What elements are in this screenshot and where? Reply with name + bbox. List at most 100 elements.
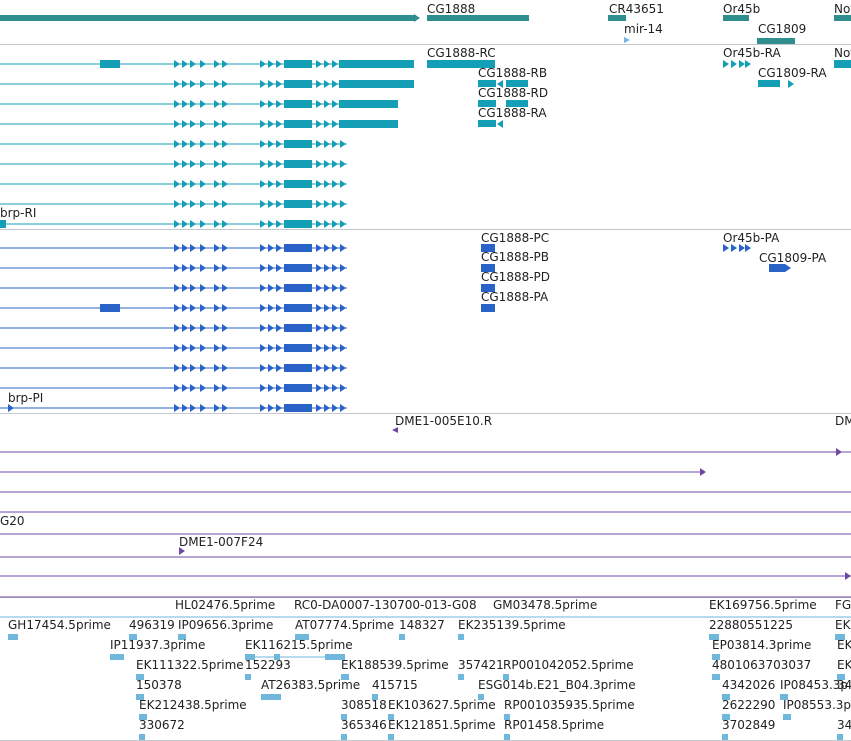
bac-label[interactable]: DM [835,414,851,428]
est-label[interactable]: EK103627.5prime [388,698,496,712]
cds-track: CG1888-PC CG1888-PB CG1888-PD CG1888-PA … [0,230,851,413]
strand-arrow [222,384,228,392]
transcript-label[interactable]: brp-RI [0,206,37,220]
est-label[interactable]: IP08453.3p [780,678,849,692]
est-label[interactable]: HL02476.5prime [175,598,276,612]
bac-label[interactable]: G20 [0,514,25,528]
est-label[interactable]: EK111322.5prime [136,658,244,672]
est-label[interactable]: 415715 [372,678,418,692]
strand-arrow [332,60,338,68]
est-label[interactable]: EK121851.5prime [388,718,496,732]
cds-label[interactable]: Or45b-PA [723,231,780,245]
strand-arrow [174,364,180,372]
est-label[interactable]: IP11937.3prime [110,638,206,652]
gene-label[interactable]: CG1809 [758,22,807,36]
est-label[interactable]: 22880551225 [709,618,793,632]
strand-arrow [316,100,322,108]
strand-arrow [268,304,274,312]
est-label[interactable]: GM03478.5prime [493,598,598,612]
est-label[interactable]: RP01458.5prime [504,718,605,732]
strand-arrow [214,220,220,228]
est-label[interactable]: 3702849 [722,718,776,732]
transcript-label[interactable]: Not [834,46,851,60]
gene-label[interactable]: mir-14 [624,22,663,36]
est-feature [388,734,394,740]
est-label[interactable]: EK [835,618,851,632]
strand-arrow [316,344,322,352]
gene-label[interactable]: CR43651 [609,2,664,16]
est-label[interactable]: RP001035935.5prime [504,698,635,712]
cds-exon [481,284,495,292]
strand-arrow [182,244,188,252]
strand-arrow [739,244,745,252]
transcript-exon [284,200,312,208]
est-label[interactable]: 365346 [341,718,387,732]
est-label[interactable]: EK188539.5prime [341,658,449,672]
est-label[interactable]: 152293 [245,658,291,672]
strand-arrow [731,60,737,68]
strand-arrow [260,120,266,128]
est-label[interactable]: 496319 [129,618,175,632]
transcript-label[interactable]: CG1888-RD [478,86,549,100]
transcript-label[interactable]: CG1888-RC [427,46,496,60]
strand-arrow [332,200,338,208]
est-label[interactable]: RP001042052.5prime [503,658,634,672]
est-label[interactable]: RC0-DA0007-130700-013-G08 [294,598,477,612]
est-feature [503,674,509,680]
strand-arrow [340,364,346,372]
est-label[interactable]: AT07774.5prime [295,618,395,632]
est-label[interactable]: 34 [837,678,851,692]
strand-arrow [276,244,282,252]
cds-exon [481,244,495,252]
est-label[interactable]: 4342026 [722,678,776,692]
cds-label[interactable]: brp-PI [8,391,44,405]
transcript-exon [339,80,414,88]
est-label[interactable]: EK [837,638,851,652]
transcript-label[interactable]: CG1888-RA [478,106,547,120]
est-label[interactable]: EK116215.5prime [245,638,353,652]
est-feature [341,714,347,720]
strand-arrow [340,344,346,352]
est-label[interactable]: 308518 [341,698,387,712]
gene-label[interactable]: Not [834,2,851,16]
est-feature [372,694,378,700]
est-feature [504,714,510,720]
strand-arrow [332,244,338,252]
est-label[interactable]: 357421 [458,658,504,672]
bac-label[interactable]: DME1-007F24 [179,535,264,549]
est-label[interactable]: FG [835,598,851,612]
est-label[interactable]: EK169756.5prime [709,598,817,612]
strand-arrow [260,180,266,188]
cds-label[interactable]: CG1888-PC [481,231,550,245]
cds-label[interactable]: CG1888-PD [481,270,551,284]
est-label[interactable]: EK235139.5prime [458,618,566,632]
est-label[interactable]: 4801063703037 [712,658,812,672]
est-label[interactable]: 148327 [399,618,445,632]
est-label[interactable]: 34 [837,718,851,732]
transcript-label[interactable]: CG1809-RA [758,66,827,80]
cds-label[interactable]: CG1888-PB [481,250,550,264]
est-label[interactable]: IP08553.3p [783,698,851,712]
strand-arrow [190,364,196,372]
transcript-exon [758,80,780,87]
est-label[interactable]: EK212438.5prime [139,698,247,712]
est-label[interactable]: 2622290 [722,698,776,712]
est-label[interactable]: 150378 [136,678,182,692]
est-label[interactable]: AT26383.5prime [261,678,361,692]
cds-label[interactable]: CG1888-PA [481,290,549,304]
bac-track: DME1-005E10.R DM G20 DME1-007F24 [0,414,851,597]
est-label[interactable]: EP03814.3prime [712,638,812,652]
transcript-exon [284,140,312,148]
gene-label[interactable]: Or45b [723,2,761,16]
est-label[interactable]: EK [837,658,851,672]
bac-label[interactable]: DME1-005E10.R [395,414,493,428]
gene-label[interactable]: CG1888 [427,2,476,16]
cds-label[interactable]: CG1809-PA [759,251,827,265]
transcript-label[interactable]: CG1888-RB [478,66,548,80]
transcript-label[interactable]: Or45b-RA [723,46,781,60]
est-label[interactable]: GH17454.5prime [8,618,111,632]
est-label[interactable]: 330672 [139,718,185,732]
est-label[interactable]: IP09656.3prime [178,618,274,632]
est-label[interactable]: ESG014b.E21_B04.3prime [478,678,636,692]
